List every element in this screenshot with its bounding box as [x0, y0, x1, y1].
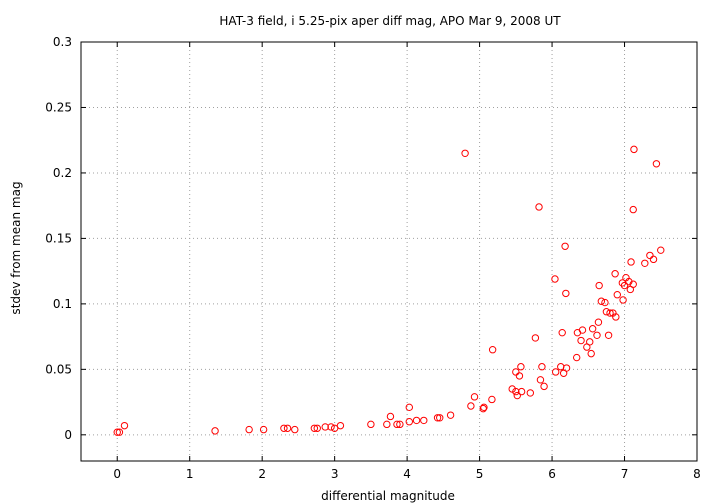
data-point [420, 416, 428, 425]
data-point [283, 424, 292, 432]
data-point [367, 420, 375, 429]
data-points [113, 145, 665, 436]
data-point [470, 393, 479, 401]
y-tick-label: 0.05 [45, 362, 72, 376]
data-point [577, 336, 585, 345]
data-point [446, 411, 455, 419]
data-point [613, 291, 621, 299]
data-point [517, 363, 525, 371]
y-tick-label: 0 [64, 428, 72, 442]
x-tick-label: 2 [258, 467, 266, 481]
data-point [620, 281, 629, 290]
data-point [515, 372, 524, 380]
data-point [652, 160, 661, 168]
data-point [113, 428, 121, 436]
x-tick-label: 6 [548, 467, 556, 481]
data-point [612, 313, 620, 321]
data-point [512, 387, 520, 396]
data-point [405, 403, 413, 412]
data-point [649, 255, 658, 264]
data-point [551, 275, 559, 283]
data-point [120, 421, 129, 430]
data-point [630, 145, 638, 154]
x-tick-label: 5 [476, 467, 484, 481]
data-point [517, 387, 526, 396]
x-axis-label: differential magnitude [321, 489, 455, 503]
data-point [310, 424, 319, 432]
data-point [488, 346, 497, 354]
y-tick-label: 0.1 [53, 297, 72, 311]
x-tick-label: 0 [113, 467, 121, 481]
data-point [578, 326, 587, 334]
data-point [597, 297, 606, 305]
chart-title: HAT-3 field, i 5.25-pix aper diff mag, A… [219, 14, 561, 28]
x-tick-label: 1 [186, 467, 194, 481]
data-point [479, 404, 487, 413]
data-point [629, 205, 637, 214]
data-point [538, 363, 546, 371]
data-point [461, 149, 469, 157]
y-tick-label: 0.3 [53, 35, 72, 49]
y-tick-label: 0.2 [53, 166, 72, 180]
data-point [321, 423, 329, 431]
data-point [586, 338, 594, 346]
data-point [587, 349, 595, 358]
data-point [641, 259, 649, 267]
y-tick-label: 0.15 [45, 231, 72, 245]
y-axis-label: stdev from mean mag [9, 181, 23, 314]
data-point [211, 427, 219, 435]
data-point [572, 353, 581, 362]
data-point [561, 242, 569, 250]
x-tick-label: 4 [403, 467, 411, 481]
data-point [562, 364, 571, 372]
data-point [393, 420, 401, 429]
data-point [551, 368, 560, 376]
data-point [436, 414, 444, 422]
data-point [386, 412, 395, 421]
data-point [526, 389, 535, 397]
data-point [405, 418, 413, 426]
data-point [327, 423, 335, 431]
data-point [562, 289, 570, 298]
y-tick-label: 0.25 [45, 100, 72, 114]
data-point [619, 296, 627, 304]
data-point [412, 416, 421, 425]
data-point [488, 395, 496, 404]
x-tick-label: 8 [693, 467, 701, 481]
data-point [601, 298, 609, 307]
data-point [433, 414, 442, 422]
data-point [558, 328, 566, 337]
data-point [594, 318, 603, 326]
data-point [245, 425, 253, 434]
data-point [313, 424, 321, 432]
data-point [629, 280, 637, 288]
data-point [280, 424, 288, 432]
data-point [657, 246, 665, 254]
data-point [595, 281, 603, 290]
data-point [536, 376, 545, 384]
data-point [383, 420, 391, 429]
data-point [593, 331, 601, 339]
data-point [540, 382, 548, 391]
data-point [480, 403, 488, 412]
data-point [291, 425, 299, 434]
data-point [611, 270, 619, 278]
plot-frame [80, 41, 698, 462]
data-point [513, 391, 521, 400]
data-point [396, 420, 404, 429]
data-point [606, 309, 614, 317]
data-point [531, 334, 540, 342]
data-point [535, 203, 543, 211]
data-point [467, 402, 475, 410]
data-point [259, 425, 268, 434]
data-point [627, 258, 635, 266]
data-point [115, 428, 124, 436]
data-point [588, 325, 597, 333]
data-point [604, 331, 613, 339]
x-tick-label: 7 [621, 467, 629, 481]
x-tick-label: 3 [331, 467, 339, 481]
data-point [336, 421, 345, 430]
